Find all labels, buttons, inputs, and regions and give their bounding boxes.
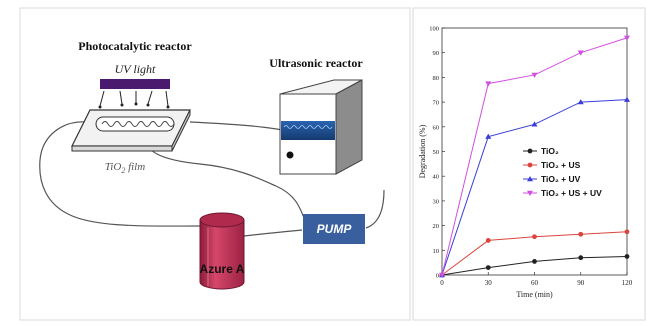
ultrasonic-indicator	[286, 151, 294, 159]
y-axis-label: Degradation (%)	[418, 124, 427, 178]
x-tick-label: 60	[531, 279, 539, 287]
x-axis-label: Time (min)	[516, 290, 553, 299]
chart-series	[439, 35, 630, 278]
uv-rays	[99, 90, 169, 107]
legend-label: TiO₂ + US	[541, 160, 581, 170]
ultrasonic-coil	[283, 125, 333, 129]
data-point	[531, 121, 538, 127]
y-tick-label: 30	[433, 198, 440, 205]
data-point	[577, 50, 584, 56]
data-point	[578, 255, 584, 261]
uv-lamp	[100, 79, 170, 89]
y-tick-label: 40	[433, 174, 440, 181]
series-2	[439, 96, 630, 278]
tube-left	[39, 121, 201, 227]
azure-a-label: Azure A	[200, 262, 245, 276]
data-point	[624, 96, 630, 102]
y-tick-label: 20	[433, 223, 440, 230]
data-point	[527, 162, 533, 168]
azure-a-tank	[199, 212, 245, 290]
chart-legend: TiO₂ TiO₂ + US TiO₂ + UV TiO₂ + US + UV	[523, 146, 602, 198]
data-point	[577, 99, 584, 105]
ultrasonic-side-face	[335, 79, 363, 175]
y-tick-label: 50	[433, 149, 440, 156]
data-point	[485, 81, 492, 87]
y-tick-label: 0	[436, 273, 439, 280]
data-point	[624, 254, 630, 259]
x-tick-label: 120	[622, 279, 633, 287]
reactor-plate-side	[171, 109, 191, 152]
process-diagram: Photocatalytic reactor UV light Ti	[39, 39, 385, 290]
tio2-film-label: TiO2 film	[105, 161, 145, 175]
data-point	[624, 229, 630, 235]
legend-label: TiO₂ + US + UV	[541, 188, 602, 198]
x-tick-label: 90	[577, 279, 585, 287]
tube-top	[189, 121, 283, 131]
reactor-plate-edge	[71, 145, 173, 152]
data-point	[532, 259, 537, 264]
tube-tank-pump	[243, 229, 303, 237]
data-point	[624, 35, 630, 41]
legend-label: TiO₂ + UV	[541, 174, 581, 184]
data-point	[527, 148, 533, 154]
photo-reactor-title: Photocatalytic reactor	[78, 39, 192, 53]
legend-entry: TiO₂	[523, 146, 559, 156]
x-tick-label: 0	[440, 279, 444, 287]
uv-ray-tips	[98, 102, 170, 109]
legend-entry: TiO₂ + UV	[523, 174, 581, 184]
y-tick-label: 10	[433, 248, 440, 255]
ultrasonic-bath	[281, 121, 335, 140]
y-tick-label: 60	[433, 124, 440, 131]
data-point	[439, 272, 445, 278]
ultrasonic-reactor-title: Ultrasonic reactor	[269, 56, 363, 70]
chart-frame	[412, 7, 646, 321]
y-tick-label: 80	[433, 75, 440, 82]
uv-light-label: UV light	[115, 62, 156, 76]
y-tick-label: 70	[433, 100, 440, 107]
legend-entry: TiO₂ + US + UV	[523, 188, 602, 198]
tube-pump-out	[365, 189, 385, 229]
data-point	[531, 72, 538, 78]
tio2-film-coil	[101, 121, 175, 127]
legend-label: TiO₂	[541, 146, 559, 156]
pump	[303, 214, 365, 244]
y-tick-label: 100	[429, 26, 439, 33]
data-point	[485, 265, 491, 270]
data-point	[532, 234, 537, 240]
series-1	[439, 229, 630, 278]
tube-middle	[147, 137, 305, 219]
pump-label: PUMP	[317, 222, 353, 236]
data-point	[527, 176, 533, 182]
data-point	[527, 190, 533, 196]
x-tick-label: 30	[485, 279, 493, 287]
y-tick-label: 90	[433, 50, 440, 57]
diagram-frame	[19, 7, 411, 321]
data-point	[485, 133, 492, 139]
data-point	[485, 238, 491, 243]
chart-axes: 0 10 20 30 40 50 60 70 80 90 100 0 30 60 90 120	[429, 26, 633, 288]
data-point	[578, 231, 584, 237]
legend-entry: TiO₂ + US	[523, 160, 581, 170]
series-3	[439, 35, 630, 278]
